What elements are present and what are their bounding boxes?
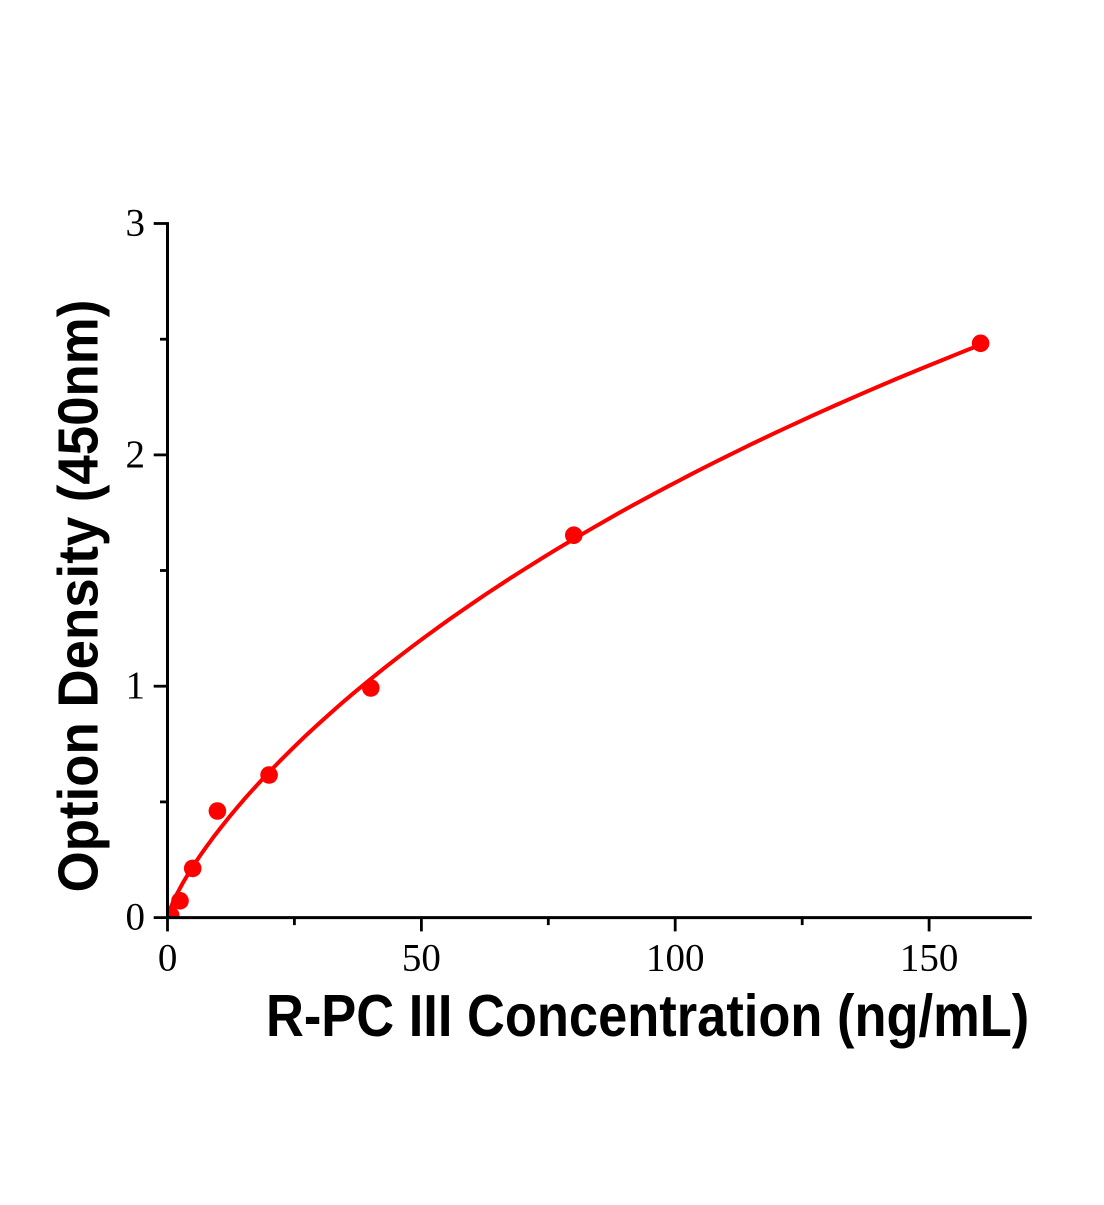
svg-text:0: 0	[158, 937, 178, 980]
svg-text:50: 50	[402, 937, 441, 980]
svg-text:2: 2	[126, 433, 146, 476]
svg-text:1: 1	[126, 664, 146, 707]
svg-text:R-PC III Concentration (ng/mL): R-PC III Concentration (ng/mL)	[266, 982, 1029, 1049]
svg-text:0: 0	[126, 896, 146, 939]
svg-text:150: 150	[900, 937, 959, 980]
svg-text:100: 100	[646, 937, 705, 980]
svg-text:3: 3	[126, 202, 146, 245]
svg-text:Option Density (450nm): Option Density (450nm)	[46, 300, 110, 893]
